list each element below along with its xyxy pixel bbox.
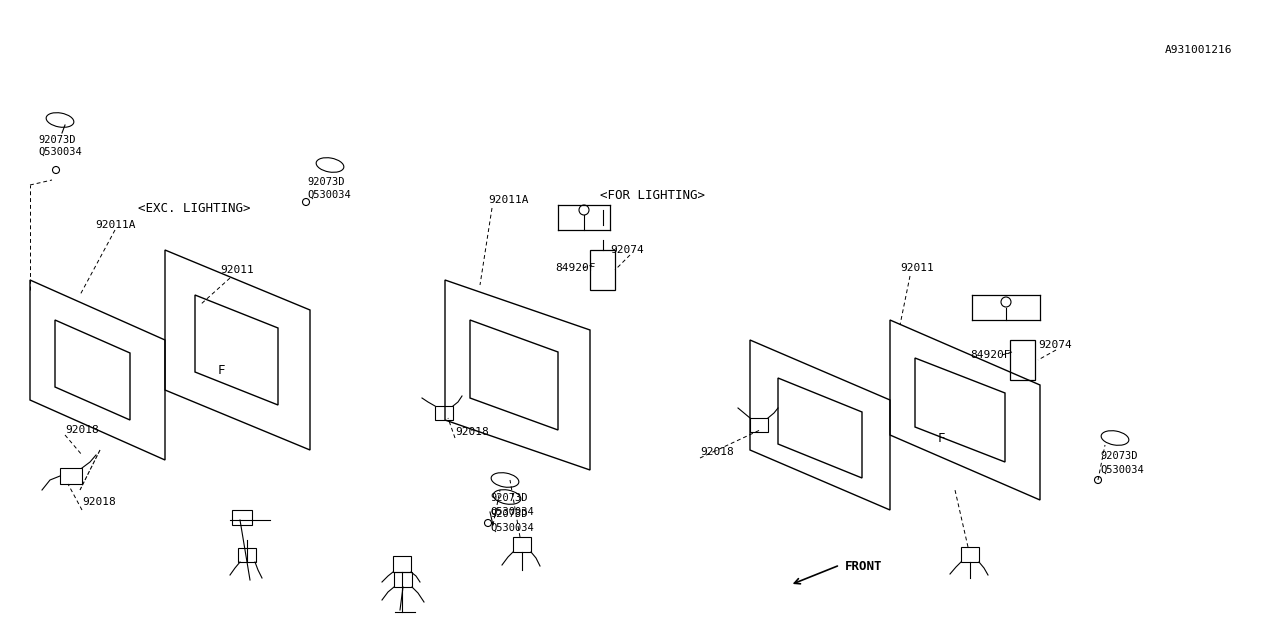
Text: FRONT: FRONT	[845, 561, 882, 573]
Text: 92073D: 92073D	[307, 177, 344, 187]
Bar	[750, 418, 768, 432]
Bar	[961, 547, 979, 562]
Text: 92074: 92074	[1038, 340, 1071, 350]
Text: Q530034: Q530034	[490, 523, 534, 533]
Bar	[394, 572, 412, 587]
Text: 92018: 92018	[82, 497, 115, 507]
Text: 92018: 92018	[65, 425, 99, 435]
Text: Q530034: Q530034	[38, 147, 82, 157]
Text: 84920F: 84920F	[970, 350, 1010, 360]
Text: 92073D: 92073D	[490, 493, 527, 503]
Text: 92073D: 92073D	[1100, 451, 1138, 461]
Text: 92073D: 92073D	[490, 509, 527, 519]
Text: Q530034: Q530034	[1100, 465, 1144, 475]
Text: 92018: 92018	[454, 427, 489, 437]
Text: 92011A: 92011A	[95, 220, 136, 230]
Text: <FOR LIGHTING>: <FOR LIGHTING>	[600, 189, 705, 202]
Bar	[590, 250, 614, 290]
Text: 92011: 92011	[900, 263, 933, 273]
Text: F: F	[938, 431, 946, 445]
Text: Q530034: Q530034	[307, 190, 351, 200]
Bar	[435, 406, 453, 420]
Bar	[393, 556, 411, 572]
Text: <EXC. LIGHTING>: <EXC. LIGHTING>	[138, 202, 251, 214]
Bar	[1010, 340, 1036, 380]
Text: 92074: 92074	[611, 245, 644, 255]
Text: 92018: 92018	[700, 447, 733, 457]
Bar	[232, 510, 252, 525]
Text: F: F	[218, 364, 225, 376]
Bar	[238, 548, 256, 562]
Text: 92011A: 92011A	[488, 195, 529, 205]
Text: Q530034: Q530034	[490, 507, 534, 517]
Text: 84920F: 84920F	[556, 263, 595, 273]
Bar	[513, 537, 531, 552]
Text: 92073D: 92073D	[38, 135, 76, 145]
Bar	[60, 468, 82, 484]
Text: A931001216: A931001216	[1165, 45, 1233, 55]
Text: 92011: 92011	[220, 265, 253, 275]
